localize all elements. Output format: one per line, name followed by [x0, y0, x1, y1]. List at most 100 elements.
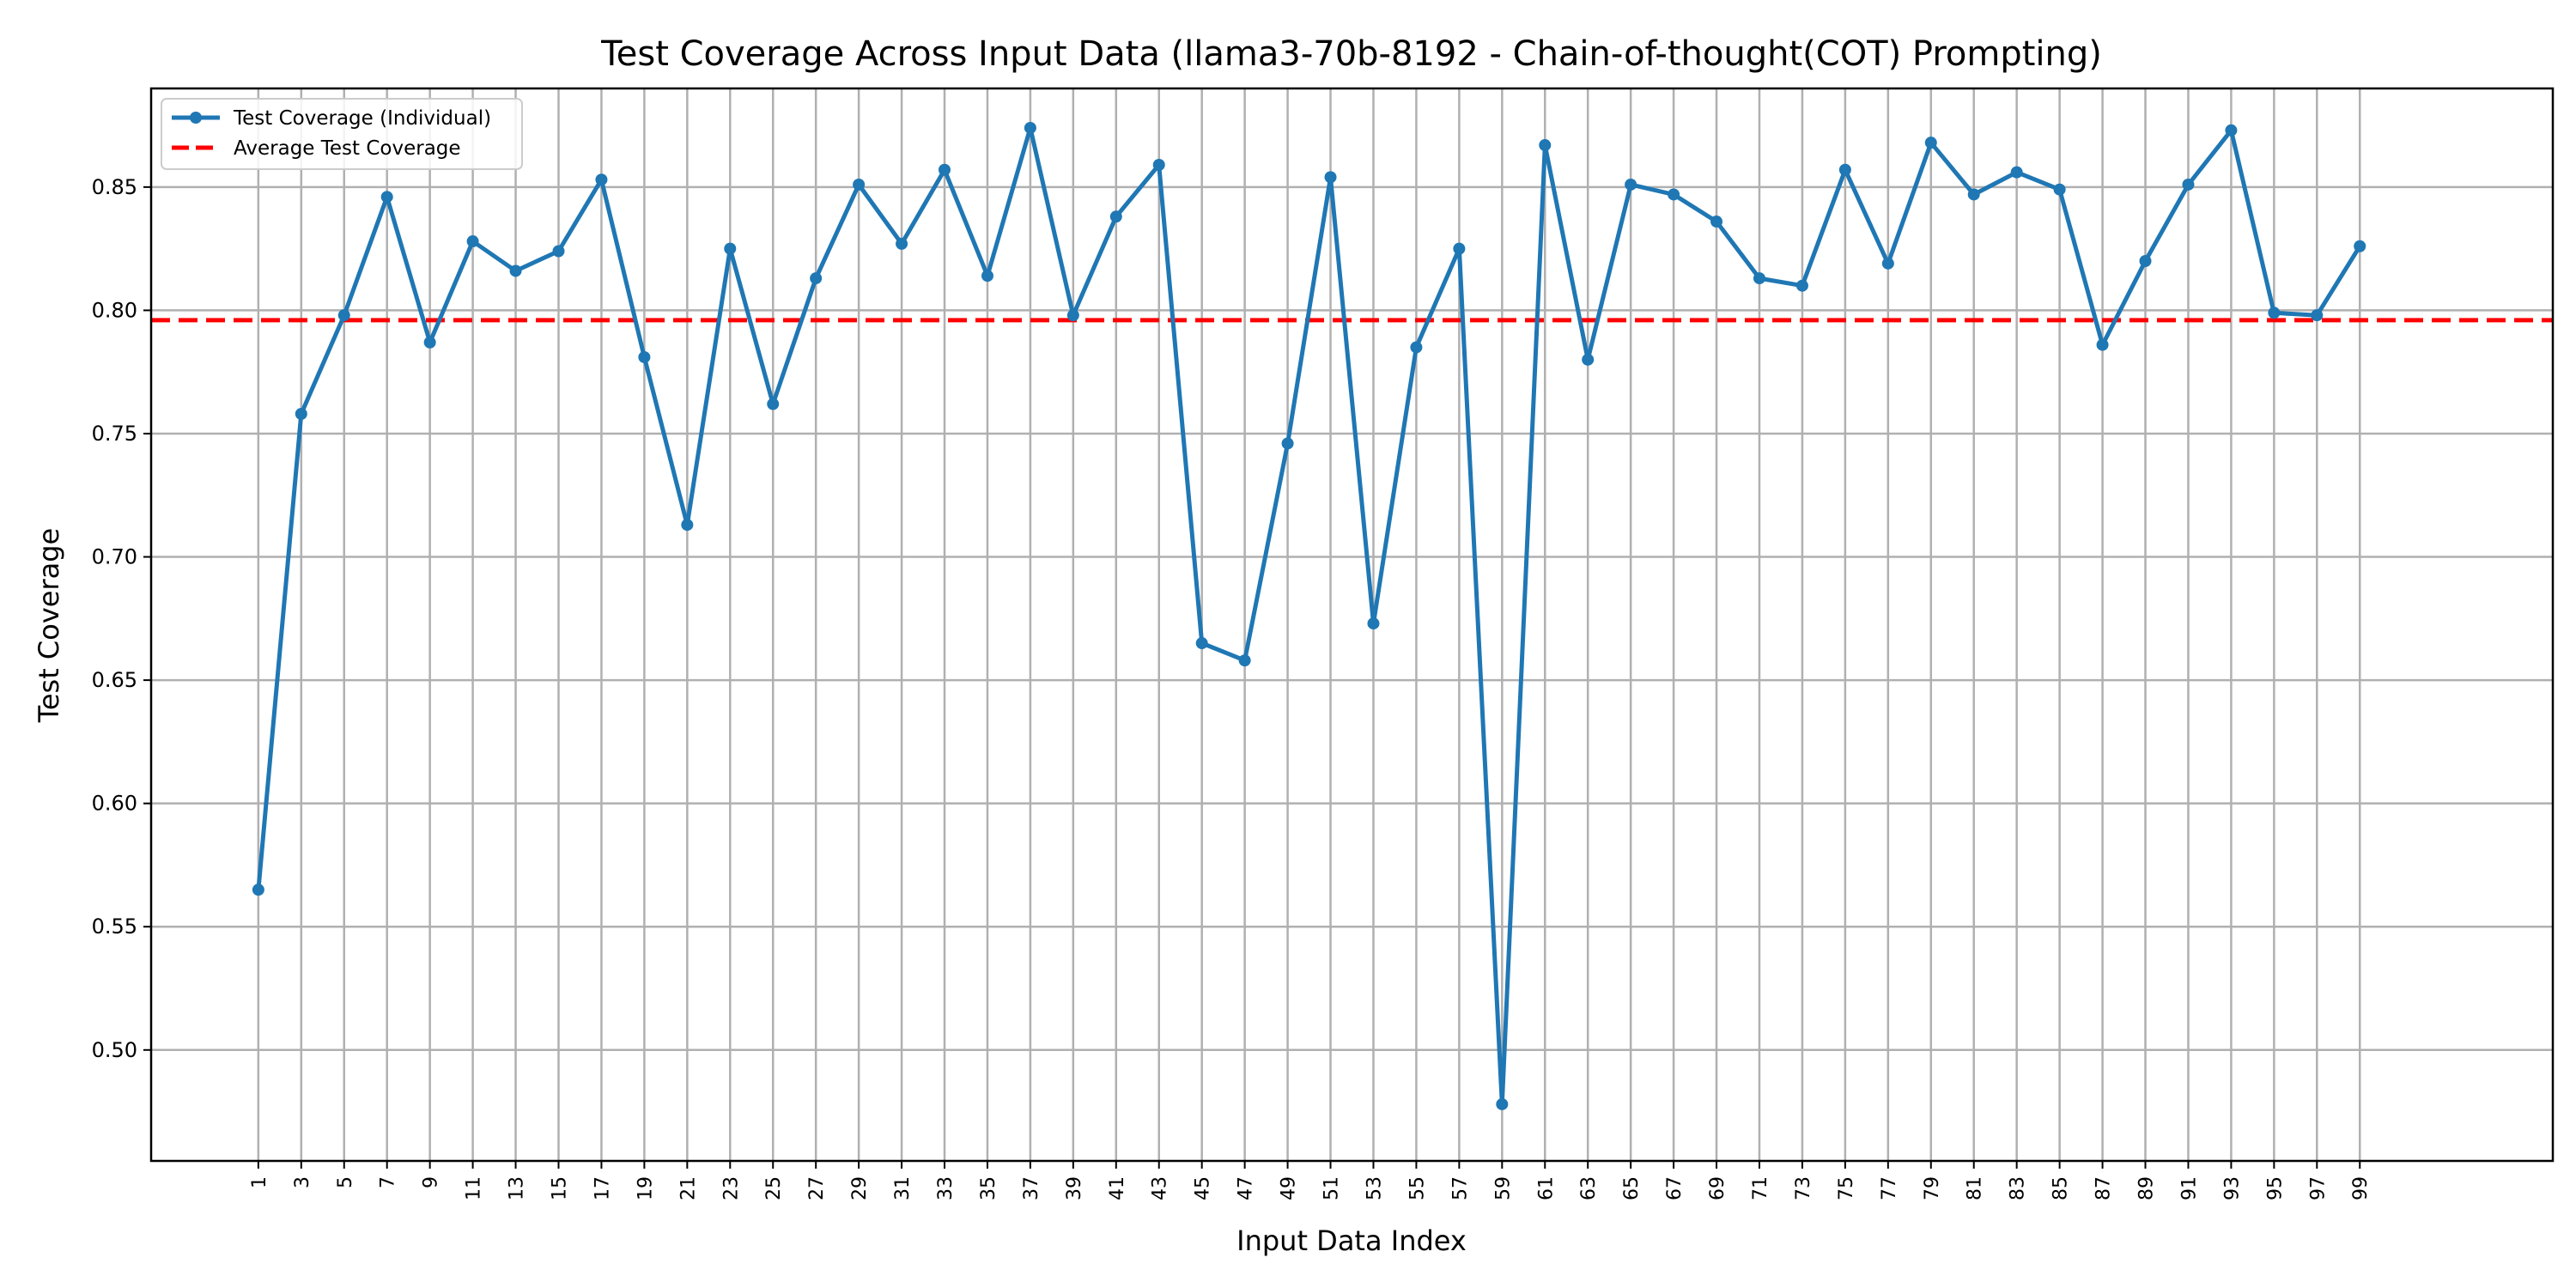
- data-point: [595, 173, 608, 186]
- legend-series-label: Test Coverage (Individual): [233, 107, 491, 130]
- x-tick-label: 81: [1965, 1176, 1986, 1200]
- plot-frame: [149, 87, 2555, 1163]
- x-tick-label: 23: [720, 1176, 742, 1200]
- x-tick-label: 49: [1279, 1176, 1300, 1200]
- y-axis-label: Test Coverage: [33, 528, 65, 724]
- data-point: [466, 235, 479, 248]
- x-tick-label: 57: [1449, 1176, 1471, 1200]
- x-tick-label: 73: [1793, 1176, 1814, 1200]
- data-point: [1367, 617, 1380, 630]
- data-point: [2225, 124, 2238, 137]
- x-tick-label: 29: [849, 1176, 871, 1200]
- data-point: [2139, 254, 2152, 267]
- data-point: [1109, 210, 1122, 223]
- y-tick-label: 0.85: [92, 175, 137, 199]
- x-tick-label: 11: [464, 1176, 485, 1200]
- x-tick-label: 83: [2008, 1176, 2029, 1200]
- data-point: [552, 245, 565, 258]
- data-point: [1024, 121, 1036, 134]
- x-tick-label: 25: [763, 1176, 785, 1200]
- x-tick-label: 41: [1107, 1176, 1128, 1200]
- data-point: [2096, 338, 2109, 351]
- x-tick-label: 67: [1664, 1176, 1686, 1200]
- y-tick-label: 0.50: [92, 1038, 137, 1062]
- data-point: [1795, 279, 1808, 292]
- data-point: [939, 163, 951, 176]
- data-point: [1625, 178, 1637, 191]
- data-point: [1967, 188, 1980, 201]
- x-tick-label: 87: [2093, 1176, 2115, 1200]
- x-tick-label: 77: [1879, 1176, 1900, 1200]
- data-point: [853, 178, 866, 191]
- x-tick-label: 13: [507, 1176, 528, 1200]
- x-tick-label: 43: [1150, 1176, 1171, 1200]
- y-tick-label: 0.60: [92, 792, 137, 816]
- chart-title: Test Coverage Across Input Data (llama3-…: [600, 34, 2102, 74]
- y-tick-label: 0.75: [92, 422, 137, 446]
- x-tick-label: 63: [1578, 1176, 1600, 1200]
- data-point: [2268, 307, 2281, 319]
- grid-lines: [151, 88, 2553, 1161]
- legend: Test Coverage (Individual) Average Test …: [161, 98, 523, 170]
- data-point: [1924, 137, 1937, 149]
- data-point: [1668, 188, 1680, 201]
- data-point: [1195, 637, 1208, 650]
- x-axis-ticks: 1 3 5 7 9 11 13 15 17 19 21 23 25 27 29 31 33 35 37 39 41 43 4…: [249, 1161, 2372, 1200]
- x-tick-label: 51: [1321, 1176, 1343, 1200]
- x-tick-label: 19: [635, 1176, 656, 1200]
- series-layer: [252, 121, 2366, 1110]
- data-point: [2053, 183, 2066, 196]
- x-tick-label: 39: [1064, 1176, 1085, 1200]
- data-point: [981, 270, 993, 283]
- legend-average-label: Average Test Coverage: [234, 137, 461, 160]
- data-point: [724, 242, 737, 255]
- data-point: [681, 519, 694, 532]
- x-tick-label: 3: [292, 1176, 313, 1188]
- data-point: [1410, 341, 1423, 354]
- data-point: [767, 398, 780, 410]
- x-tick-label: 53: [1364, 1176, 1385, 1200]
- x-axis-label: Input Data Index: [1236, 1224, 1467, 1257]
- data-point: [337, 309, 350, 322]
- data-point: [1281, 437, 1294, 450]
- data-point: [2010, 166, 2023, 179]
- data-point: [1496, 1097, 1509, 1110]
- data-point: [896, 237, 908, 250]
- data-point: [1238, 654, 1251, 667]
- x-tick-label: 91: [2178, 1176, 2200, 1200]
- series-line: [256, 125, 2362, 1107]
- x-tick-label: 71: [1750, 1176, 1771, 1200]
- x-tick-label: 1: [249, 1176, 270, 1188]
- y-tick-label: 0.70: [92, 545, 137, 569]
- data-point: [423, 336, 436, 349]
- data-point: [380, 191, 393, 204]
- x-tick-label: 47: [1236, 1176, 1257, 1200]
- data-point: [1324, 171, 1337, 184]
- data-point: [810, 272, 823, 285]
- x-tick-label: 95: [2264, 1176, 2286, 1200]
- x-tick-label: 79: [1922, 1176, 1943, 1200]
- x-tick-label: 15: [549, 1176, 570, 1200]
- data-point: [2182, 178, 2195, 191]
- x-tick-label: 75: [1836, 1176, 1857, 1200]
- data-point: [252, 884, 264, 896]
- x-tick-label: 45: [1193, 1176, 1214, 1200]
- x-tick-label: 37: [1021, 1176, 1042, 1200]
- data-point: [1881, 257, 1894, 270]
- data-point: [2311, 309, 2324, 322]
- x-tick-label: 55: [1406, 1176, 1428, 1200]
- y-tick-label: 0.80: [92, 298, 137, 322]
- x-tick-label: 21: [677, 1176, 699, 1200]
- data-point: [1710, 216, 1723, 228]
- x-tick-label: 99: [2350, 1176, 2372, 1200]
- y-tick-label: 0.55: [92, 914, 137, 939]
- data-point: [2354, 240, 2366, 252]
- x-tick-label: 17: [592, 1176, 613, 1200]
- x-tick-label: 9: [421, 1176, 442, 1188]
- x-tick-label: 5: [335, 1176, 356, 1188]
- data-point: [295, 408, 307, 421]
- legend-box: [161, 98, 523, 170]
- data-point: [509, 264, 522, 277]
